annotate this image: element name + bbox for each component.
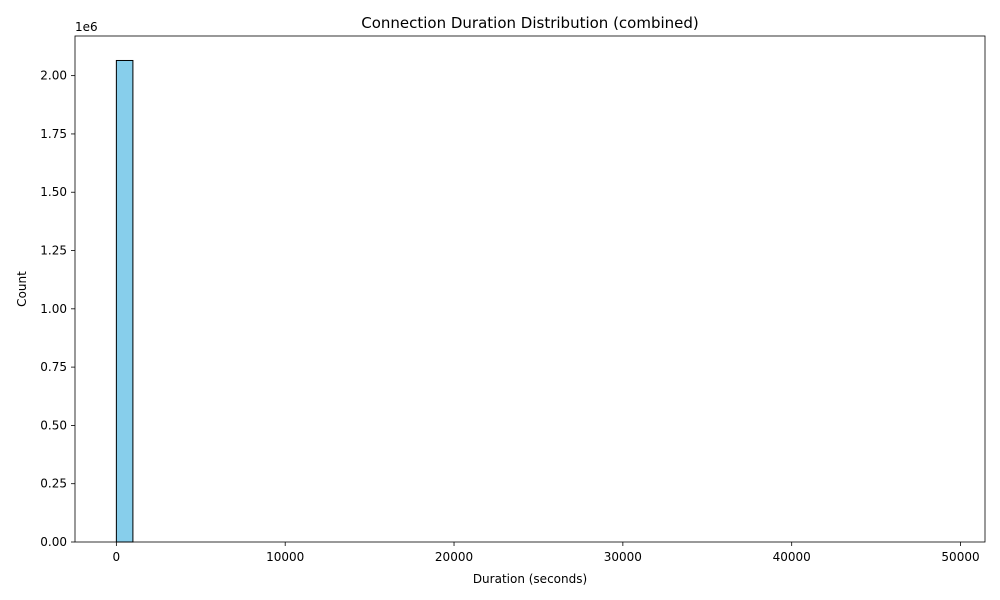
y-axis-label: Count — [15, 271, 29, 307]
axes-frame — [74, 35, 986, 543]
chart-title: Connection Duration Distribution (combin… — [361, 14, 699, 32]
x-tick-label: 40000 — [773, 550, 811, 564]
y-tick-label: 0.75 — [40, 360, 67, 374]
x-axis-label: Duration (seconds) — [473, 572, 587, 586]
plot-area — [115, 59, 134, 543]
x-tick-label: 50000 — [941, 550, 979, 564]
histogram-bar — [115, 59, 134, 543]
y-axis: 0.00 0.25 0.50 0.75 1.00 1.25 1.50 1.75 2.00 — [40, 69, 75, 549]
y-tick-label: 1.00 — [40, 302, 67, 316]
y-tick-label: 0.25 — [40, 477, 67, 491]
x-tick-label: 20000 — [435, 550, 473, 564]
y-tick-label: 1.25 — [40, 244, 67, 258]
y-tick-label: 0.50 — [40, 418, 67, 432]
y-tick-label: 1.50 — [40, 185, 67, 199]
y-tick-label: 1.75 — [40, 127, 67, 141]
y-offset-label: 1e6 — [75, 20, 98, 34]
x-tick-label: 0 — [113, 550, 121, 564]
x-axis: 0 10000 20000 30000 40000 50000 — [113, 542, 980, 564]
y-tick-label: 0.00 — [40, 535, 67, 549]
x-tick-label: 30000 — [604, 550, 642, 564]
y-tick-label: 2.00 — [40, 69, 67, 83]
x-tick-label: 10000 — [266, 550, 304, 564]
